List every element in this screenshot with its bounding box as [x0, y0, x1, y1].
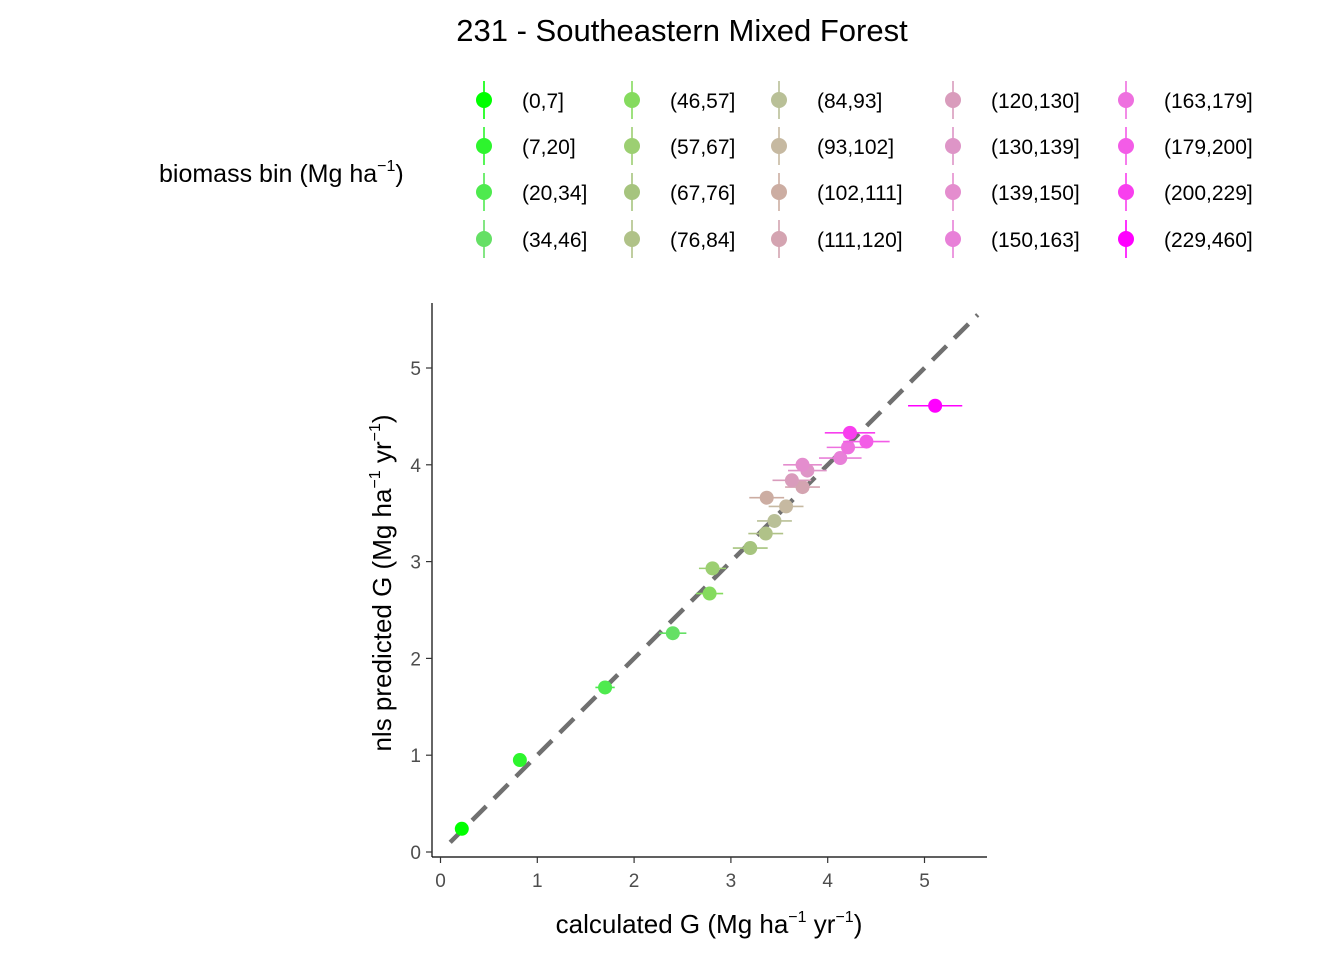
legend-key-point	[771, 231, 787, 247]
legend-label: (120,130]	[991, 90, 1080, 113]
legend-key-point	[476, 138, 492, 154]
legend-label: (200,229]	[1164, 182, 1253, 205]
data-point	[665, 626, 680, 641]
y-tick-label: 0	[410, 843, 421, 864]
x-tick-label: 5	[919, 871, 930, 892]
legend-key-point	[771, 138, 787, 154]
legend-key-point	[624, 184, 640, 200]
legend-key-point	[1118, 184, 1134, 200]
data-point	[758, 526, 773, 541]
legend-label: (46,57]	[670, 90, 735, 113]
reference-line	[448, 313, 980, 844]
legend-key-point	[624, 92, 640, 108]
data-point	[512, 753, 527, 768]
legend-title: biomass bin (Mg ha−1)	[159, 158, 404, 188]
legend-key-point	[624, 138, 640, 154]
chart-title: 231 - Southeastern Mixed Forest	[456, 13, 908, 48]
legend-key-point	[624, 231, 640, 247]
data-point	[795, 480, 810, 495]
data-point	[842, 425, 857, 440]
x-tick-label: 4	[822, 871, 833, 892]
legend-key-point	[476, 231, 492, 247]
legend-label: (76,84]	[670, 229, 735, 252]
legend-label: (84,93]	[817, 90, 882, 113]
x-tick-label: 3	[726, 871, 737, 892]
x-tick-label: 1	[532, 871, 543, 892]
data-point	[702, 586, 717, 601]
legend-label: (34,46]	[522, 229, 587, 252]
legend-label: (20,34]	[522, 182, 587, 205]
y-tick-label: 2	[410, 649, 421, 670]
data-point	[841, 440, 856, 455]
legend-key-point	[1118, 231, 1134, 247]
data-point	[784, 473, 799, 488]
legend-key-point	[1118, 138, 1134, 154]
legend-key-point	[476, 92, 492, 108]
data-point	[779, 499, 794, 514]
legend-label: (93,102]	[817, 136, 894, 159]
legend-label: (7,20]	[522, 136, 576, 159]
data-point	[759, 490, 774, 505]
x-axis-title: calculated G (Mg ha−1 yr−1)	[556, 909, 863, 939]
data-point	[795, 457, 810, 472]
data-point	[833, 451, 848, 466]
x-tick-label: 0	[435, 871, 446, 892]
legend-label: (67,76]	[670, 182, 735, 205]
legend-label: (111,120]	[817, 229, 903, 252]
legend-key-point	[476, 184, 492, 200]
y-axis: 0 1 2 3 4 5	[410, 303, 433, 864]
y-axis-title: nls predicted G (Mg ha−1 yr−1)	[367, 414, 397, 751]
data-point	[767, 513, 782, 528]
y-tick-label: 3	[410, 553, 421, 574]
legend-key-point	[945, 92, 961, 108]
data-point	[598, 680, 613, 695]
legend-label: (130,139]	[991, 136, 1080, 159]
legend-key-point	[771, 184, 787, 200]
y-tick-label: 4	[410, 456, 421, 477]
x-axis: 0 1 2 3 4 5	[432, 856, 987, 892]
plot-panel	[448, 313, 980, 844]
data-point	[928, 398, 943, 413]
y-tick-label: 5	[410, 359, 421, 380]
legend-label: (229,460]	[1164, 229, 1253, 252]
legend-label: (150,163]	[991, 229, 1080, 252]
data-point	[454, 821, 469, 836]
legend-key-point	[1118, 92, 1134, 108]
data-point	[743, 541, 758, 556]
legend-label: (57,67]	[670, 136, 735, 159]
y-tick-label: 1	[410, 746, 421, 767]
legend-label: (102,111]	[817, 182, 903, 205]
legend: (0,7] (7,20] (20,34] (34,46] (46,57] (57,67] (…	[476, 81, 1253, 258]
legend-key-point	[771, 92, 787, 108]
legend-label: (163,179]	[1164, 90, 1253, 113]
legend-key-point	[945, 231, 961, 247]
legend-key-point	[945, 184, 961, 200]
x-tick-label: 2	[629, 871, 640, 892]
data-point	[705, 561, 720, 576]
legend-label: (139,150]	[991, 182, 1080, 205]
data-point	[859, 434, 874, 449]
legend-label: (0,7]	[522, 90, 564, 113]
legend-key-point	[945, 138, 961, 154]
legend-label: (179,200]	[1164, 136, 1253, 159]
